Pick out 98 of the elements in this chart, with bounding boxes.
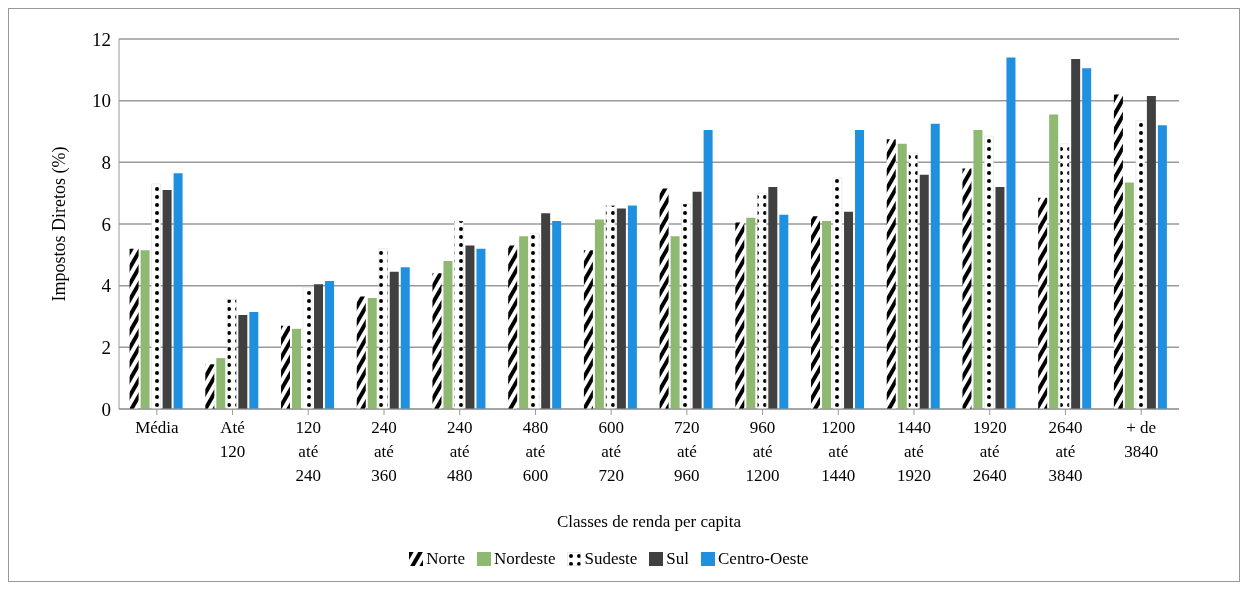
bar — [389, 271, 399, 409]
bar — [356, 296, 366, 409]
bar — [454, 220, 464, 409]
bar — [616, 208, 626, 409]
bar — [768, 187, 778, 409]
bar — [886, 139, 896, 409]
bar — [1113, 94, 1123, 409]
bar — [746, 217, 756, 409]
bar — [962, 168, 972, 409]
bar — [1038, 197, 1048, 409]
y-tick-label: 4 — [101, 275, 112, 297]
bar — [432, 273, 442, 409]
bar — [541, 213, 551, 409]
bar — [811, 216, 821, 409]
x-tick-label: 120 até 240 — [295, 418, 322, 485]
bar — [1124, 182, 1134, 409]
y-tick-label: 6 — [101, 213, 111, 235]
bar — [302, 286, 313, 409]
bar — [692, 191, 702, 409]
bar — [681, 203, 691, 409]
y-tick-label: 12 — [92, 28, 111, 50]
bar — [173, 173, 183, 409]
bar — [670, 236, 680, 409]
bar — [227, 299, 237, 409]
legend-label: Norte — [426, 549, 466, 569]
bar — [703, 129, 713, 409]
x-tick-label: 480 até 600 — [522, 418, 549, 485]
bar — [1006, 57, 1016, 409]
bar — [735, 222, 745, 409]
bar — [314, 284, 324, 409]
y-tick-label: 10 — [92, 90, 111, 112]
bar — [583, 250, 593, 409]
bar — [443, 261, 453, 409]
bar — [1071, 59, 1081, 409]
bar — [844, 211, 854, 409]
x-axis-title: Classes de renda per capita — [556, 512, 742, 531]
bar — [930, 123, 940, 409]
x-tick-label: 960 até 1200 — [745, 418, 780, 485]
x-tick-label: 1920 até 2640 — [972, 418, 1007, 485]
bar — [281, 325, 291, 409]
bar — [855, 129, 865, 409]
x-tick-label: Até 120 — [219, 418, 246, 461]
x-tick-label: 720 até 960 — [674, 418, 700, 485]
y-tick-label: 8 — [101, 152, 111, 174]
bar — [529, 233, 540, 409]
bar — [162, 190, 172, 409]
bar — [594, 219, 604, 409]
legend-label: Sul — [666, 549, 690, 569]
bar — [822, 220, 832, 409]
bar — [627, 205, 637, 409]
legend-label: Nordeste — [494, 549, 556, 569]
x-tick-label: 2640 até 3840 — [1048, 418, 1083, 485]
bar — [151, 183, 161, 409]
bar — [129, 248, 139, 409]
bar — [216, 358, 226, 409]
bar — [508, 245, 518, 409]
x-tick-label: + de 3840 — [1124, 418, 1159, 461]
bar — [757, 192, 767, 409]
x-tick-label: 240 até 480 — [446, 418, 473, 485]
bar — [1049, 114, 1059, 409]
bar — [378, 248, 388, 409]
bar — [1059, 143, 1070, 409]
bar — [659, 188, 669, 409]
bar — [552, 220, 562, 409]
bar — [205, 364, 215, 409]
x-tick-label: 1440 até 1920 — [897, 418, 931, 485]
x-tick-label: Média — [135, 418, 180, 437]
bar — [919, 174, 929, 409]
bar — [367, 298, 377, 409]
x-tick-label: 600 até 720 — [598, 418, 624, 485]
bar — [1082, 68, 1092, 409]
bar — [325, 281, 335, 409]
bar — [832, 177, 843, 409]
bar — [779, 214, 789, 409]
bar — [897, 143, 907, 409]
bar — [249, 311, 259, 409]
y-tick-label: 2 — [101, 337, 111, 359]
bar — [238, 314, 248, 409]
bar — [984, 135, 994, 409]
bar — [605, 205, 616, 409]
bar — [1135, 120, 1146, 409]
x-tick-label: 240 até 360 — [371, 418, 397, 485]
bar — [400, 267, 410, 409]
y-tick-label: 0 — [101, 398, 111, 420]
bar — [465, 245, 475, 409]
bar — [973, 129, 983, 409]
bar — [995, 187, 1005, 409]
legend-label: Sudeste — [584, 549, 638, 569]
x-tick-label: 1200 até 1440 — [821, 418, 856, 485]
bar — [519, 236, 529, 409]
bar — [140, 250, 150, 409]
bar — [476, 248, 486, 409]
bar — [1146, 96, 1156, 409]
y-axis-title: Impostos Diretos (%) — [49, 146, 71, 302]
bar — [1157, 125, 1167, 409]
legend-label: Centro-Oeste — [718, 549, 809, 569]
bar — [908, 152, 918, 409]
bar — [292, 328, 302, 409]
